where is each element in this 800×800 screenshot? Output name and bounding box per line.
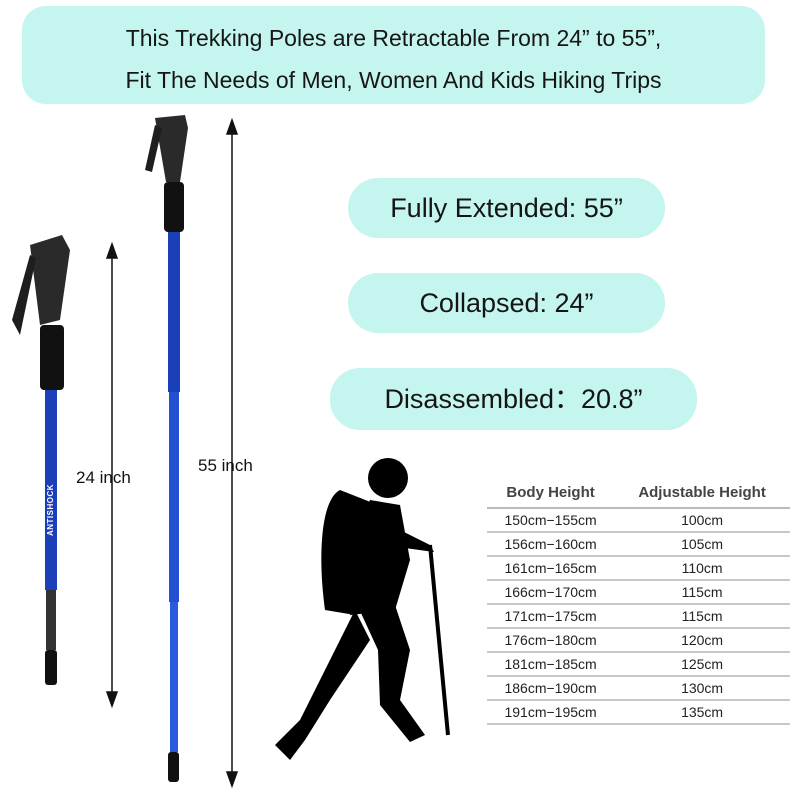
adjustable-height-cell: 115cm [614, 580, 790, 605]
adjustable-height-cell: 125cm [614, 652, 790, 677]
table-row: 156cm−160cm 105cm [487, 532, 790, 557]
body-height-cell: 191cm−195cm [487, 700, 615, 725]
table-row: 181cm−185cm 125cm [487, 652, 790, 677]
adjustable-height-cell: 110cm [614, 556, 790, 581]
title-banner: This Trekking Poles are Retractable From… [22, 6, 765, 104]
spec-collapsed: Collapsed: 24” [348, 273, 665, 333]
header-adjustable-height: Adjustable Height [614, 480, 790, 509]
hiker-silhouette [275, 458, 450, 760]
banner-line-1: This Trekking Poles are Retractable From… [125, 25, 662, 51]
label-24-inch: 24 inch [76, 468, 131, 487]
spec-fully-extended: Fully Extended: 55” [348, 178, 665, 238]
body-height-cell: 171cm−175cm [487, 604, 615, 629]
height-table-body: 150cm−155cm 100cm 156cm−160cm 105cm 161cm−16… [487, 508, 790, 725]
arrow-55-inch [225, 117, 239, 789]
label-55-inch: 55 inch [198, 456, 253, 475]
banner-line-2: Fit The Needs of Men, Women And Kids Hik… [125, 67, 662, 93]
table-row: 166cm−170cm 115cm [487, 580, 790, 605]
body-height-cell: 150cm−155cm [487, 508, 615, 533]
adjustable-height-cell: 120cm [614, 628, 790, 653]
adjustable-height-cell: 105cm [614, 532, 790, 557]
body-height-cell: 166cm−170cm [487, 580, 615, 605]
body-height-cell: 156cm−160cm [487, 532, 615, 557]
table-row: 191cm−195cm 135cm [487, 700, 790, 725]
arrow-24-inch [105, 241, 119, 709]
table-row: 171cm−175cm 115cm [487, 604, 790, 629]
spec-disassembled: Disassembled：20.8” [330, 368, 697, 430]
body-height-cell: 181cm−185cm [487, 652, 615, 677]
collapsed-pole [12, 235, 70, 685]
extended-pole [145, 115, 188, 782]
body-height-cell: 186cm−190cm [487, 676, 615, 701]
adjustable-height-cell: 130cm [614, 676, 790, 701]
adjustable-height-cell: 100cm [614, 508, 790, 533]
table-row: 161cm−165cm 110cm [487, 556, 790, 581]
table-row: 176cm−180cm 120cm [487, 628, 790, 653]
table-row: 150cm−155cm 100cm [487, 508, 790, 533]
header-body-height: Body Height [487, 480, 615, 509]
body-height-cell: 176cm−180cm [487, 628, 615, 653]
table-row: 186cm−190cm 130cm [487, 676, 790, 701]
adjustable-height-cell: 135cm [614, 700, 790, 725]
adjustable-height-cell: 115cm [614, 604, 790, 629]
body-height-cell: 161cm−165cm [487, 556, 615, 581]
height-table: Body Height Adjustable Height 150cm−155c… [487, 480, 790, 725]
pole-brand-text: ANTISHOCK [46, 483, 55, 537]
